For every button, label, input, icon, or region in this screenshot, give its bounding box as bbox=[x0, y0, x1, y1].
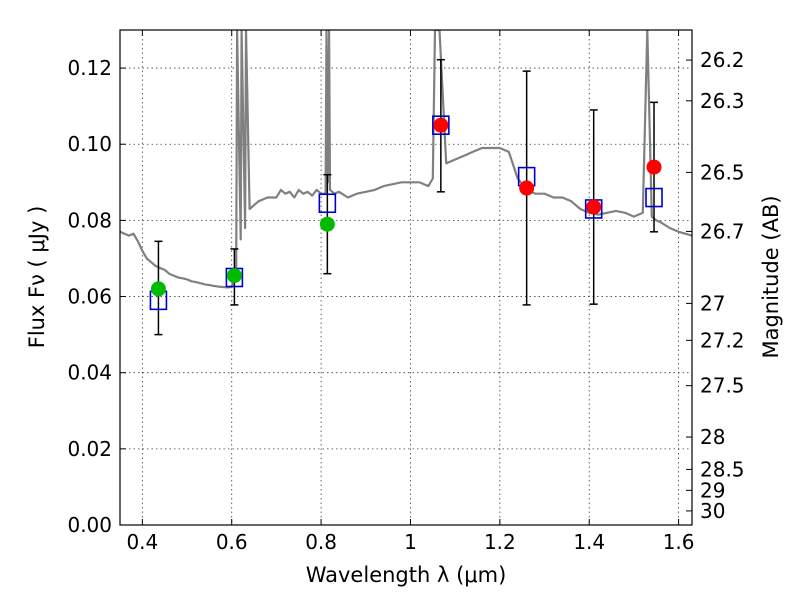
mag-tick-label: 28.5 bbox=[700, 457, 745, 481]
model-photometry-square bbox=[645, 187, 663, 208]
observed-point bbox=[319, 216, 335, 232]
mag-tick-label: 26.3 bbox=[700, 89, 745, 113]
plot-frame bbox=[119, 29, 693, 526]
mag-tick-label: 30 bbox=[700, 499, 725, 523]
observed-point bbox=[519, 180, 535, 196]
mag-tick-label: 29 bbox=[700, 478, 725, 502]
x-tick-label: 0.6 bbox=[216, 530, 248, 554]
x-axis-label: Wavelength λ (μm) bbox=[306, 563, 507, 587]
y-tick-label: 0.06 bbox=[67, 285, 112, 309]
mag-tick-label: 26.7 bbox=[700, 219, 745, 243]
mag-tick-label: 28 bbox=[700, 425, 725, 449]
ticks: 0.4 0.6 0.8 1 1.2 1.4 1.6 0.00 0.02 0.04 0.06 0.08 0… bbox=[67, 30, 745, 554]
y-tick-label: 0.04 bbox=[67, 361, 112, 385]
observed-point bbox=[433, 117, 449, 133]
model-photometry-square bbox=[432, 115, 450, 135]
x-tick-label: 1.2 bbox=[484, 530, 516, 554]
x-tick-label: 1 bbox=[404, 530, 417, 554]
plot-data bbox=[120, 30, 692, 336]
grid bbox=[120, 30, 692, 525]
y-axis-label: Flux Fν ( μJy ) bbox=[25, 206, 49, 349]
x-tick-label: 0.4 bbox=[126, 530, 158, 554]
observed-point bbox=[646, 159, 662, 175]
y-tick-label: 0.12 bbox=[67, 56, 112, 80]
observed-point bbox=[586, 199, 602, 215]
x-tick-label: 1.4 bbox=[573, 530, 605, 554]
x-tick-label: 1.6 bbox=[663, 530, 695, 554]
mag-tick-label: 27.5 bbox=[700, 374, 745, 398]
observed-point bbox=[150, 281, 166, 297]
model-photometry-square bbox=[318, 193, 337, 214]
y-tick-label: 0.10 bbox=[67, 132, 112, 156]
observed-point bbox=[226, 268, 242, 284]
mag-tick-label: 26.5 bbox=[700, 160, 745, 184]
y2-axis-label: Magnitude (AB) bbox=[759, 195, 783, 358]
mag-tick-label: 27 bbox=[700, 291, 725, 315]
mag-tick-label: 27.2 bbox=[700, 328, 745, 352]
y-tick-label: 0.00 bbox=[67, 513, 112, 537]
y-tick-label: 0.02 bbox=[67, 437, 112, 461]
y-tick-label: 0.08 bbox=[67, 208, 112, 232]
mag-tick-label: 26.2 bbox=[700, 48, 745, 72]
x-tick-label: 0.8 bbox=[305, 530, 337, 554]
